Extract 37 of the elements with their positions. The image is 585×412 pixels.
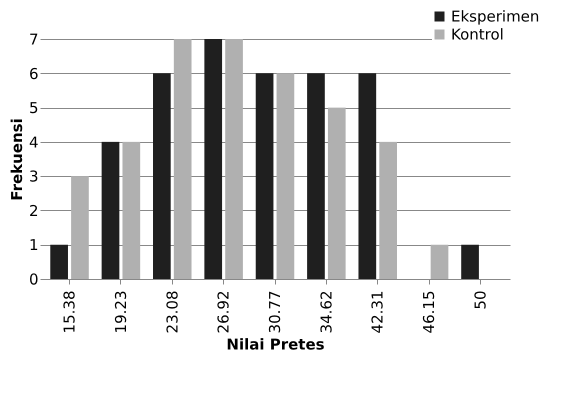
x-axis-title: Nilai Pretes	[226, 335, 325, 354]
x-tick-label: 23.08	[163, 290, 182, 334]
bar	[358, 73, 376, 279]
bar	[430, 244, 448, 279]
y-tick-label: 2	[28, 202, 38, 220]
bar	[122, 142, 140, 279]
x-tick-label: 34.62	[317, 290, 336, 334]
bar	[307, 73, 325, 279]
y-tick-label: 7	[28, 30, 38, 48]
y-tick-label: 4	[28, 133, 38, 152]
bar	[50, 244, 68, 279]
x-tick-label: 19.23	[112, 290, 130, 334]
legend-label: Kontrol	[451, 26, 504, 44]
x-tick-label: 30.77	[266, 290, 284, 334]
x-tick-label: 15.38	[60, 290, 79, 334]
bar	[204, 39, 222, 279]
bar	[276, 73, 294, 279]
x-tick-label: 42.31	[368, 290, 387, 334]
bar	[174, 39, 192, 279]
bar	[153, 73, 171, 279]
y-axis-title: Frekuensi	[8, 118, 26, 201]
y-tick-label: 3	[28, 168, 38, 186]
x-tick-label: 26.92	[214, 290, 233, 334]
x-tick-label: 50	[471, 290, 490, 310]
legend-label: Eksperimen	[451, 8, 540, 26]
bar	[256, 73, 274, 279]
x-tick-label: 46.15	[420, 290, 438, 334]
bar	[71, 176, 89, 279]
bar	[461, 244, 479, 279]
bar	[379, 142, 397, 279]
bar	[328, 108, 346, 279]
y-tick-label: 5	[28, 99, 38, 118]
bar	[225, 39, 243, 279]
y-tick-label: 6	[28, 64, 38, 83]
y-tick-label: 1	[28, 236, 38, 254]
y-tick-label: 0	[28, 270, 38, 288]
bar	[102, 142, 120, 279]
